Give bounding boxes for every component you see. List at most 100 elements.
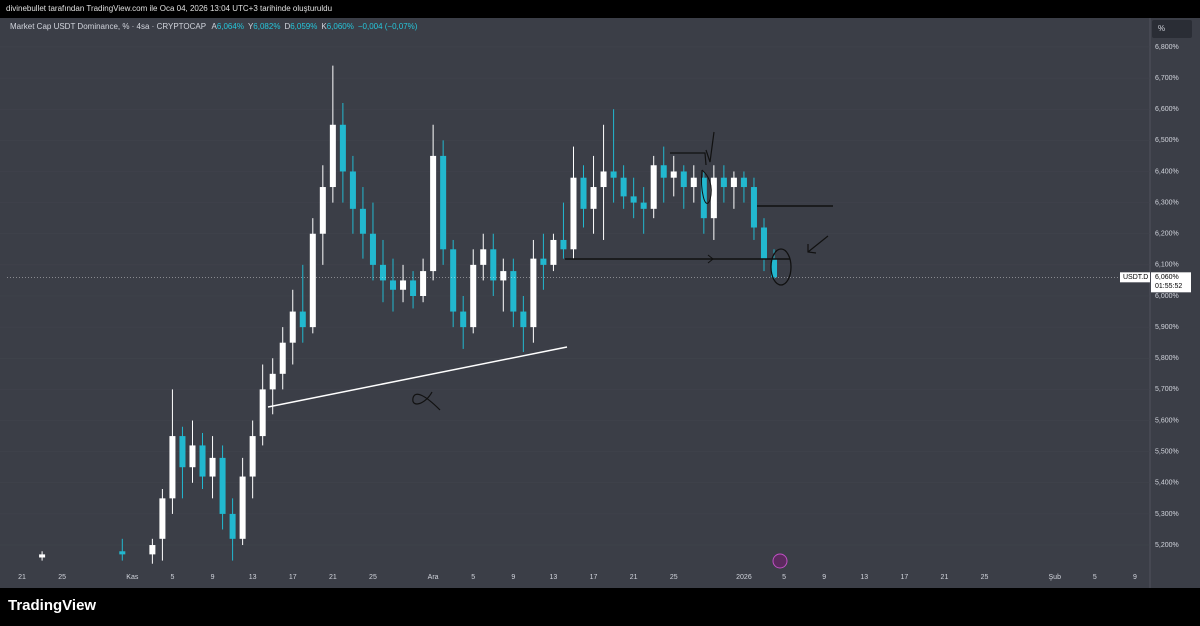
- candle: [179, 426, 186, 499]
- candle: [540, 233, 547, 290]
- candle-body: [760, 227, 767, 259]
- legend-value: 6,082%: [253, 22, 280, 31]
- y-tick-label: 5,700%: [1155, 386, 1179, 393]
- x-tick-label: Ara: [428, 574, 439, 581]
- countdown: 01:55:52: [1155, 283, 1182, 290]
- legend-key: D: [284, 22, 290, 31]
- candle-body: [359, 208, 366, 234]
- candle-body: [750, 187, 757, 228]
- candle-body: [680, 171, 687, 188]
- y-tick-label: 6,500%: [1155, 137, 1179, 144]
- candle: [620, 165, 627, 209]
- candle-body: [349, 171, 356, 209]
- circle-mark: [770, 248, 792, 286]
- x-tick-label: 25: [981, 574, 989, 581]
- y-tick-label: 5,200%: [1155, 542, 1179, 549]
- candle-body: [179, 436, 186, 468]
- candle: [440, 140, 447, 265]
- candle: [239, 457, 246, 546]
- x-tick-label: 21: [18, 574, 26, 581]
- candle-body: [239, 476, 246, 539]
- candle: [309, 218, 316, 334]
- legend-symbol: Market Cap USDT Dominance, % · 4sa · CRY…: [10, 22, 206, 31]
- drawings: [267, 131, 833, 569]
- candle: [189, 420, 196, 483]
- legend-key: A: [211, 22, 217, 31]
- candle-body: [450, 249, 457, 312]
- candle-body: [219, 457, 226, 514]
- candle-body: [279, 342, 286, 374]
- x-tick-label: 9: [211, 574, 215, 581]
- candle: [369, 202, 376, 281]
- logo: TradingView: [8, 597, 96, 614]
- y-tick-label: 6,000%: [1155, 293, 1179, 300]
- y-tick-label: 6,400%: [1155, 168, 1179, 175]
- candle-body: [329, 124, 336, 188]
- candle-body: [540, 258, 547, 265]
- candle: [470, 249, 477, 334]
- candle: [490, 233, 497, 296]
- legend-value: 6,064%: [217, 22, 244, 31]
- legend-change: −0,004 (−0,07%): [358, 22, 418, 31]
- candle: [329, 65, 336, 203]
- candle-body: [229, 513, 236, 539]
- legend-key: Y: [248, 22, 254, 31]
- candle-body: [189, 445, 196, 468]
- candle: [560, 202, 567, 259]
- event-icon: [772, 553, 788, 569]
- candle: [299, 264, 306, 343]
- candle: [450, 239, 457, 328]
- x-tick-label: 5: [1093, 574, 1097, 581]
- legend-key: K: [321, 22, 327, 31]
- candle: [420, 258, 427, 303]
- candle-body: [430, 155, 437, 272]
- x-tick-label: 17: [590, 574, 598, 581]
- x-tick-label: 17: [289, 574, 297, 581]
- candle-body: [460, 311, 467, 328]
- x-tick-label: 5: [782, 574, 786, 581]
- x-tick-label: Kas: [126, 574, 139, 581]
- candle: [720, 165, 727, 203]
- candle-body: [560, 239, 567, 250]
- y-tick-label: 6,300%: [1155, 199, 1179, 206]
- last-price-box: [1151, 272, 1191, 293]
- candle-body: [309, 233, 316, 328]
- candle-body: [480, 249, 487, 265]
- candle: [289, 289, 296, 365]
- candle: [390, 258, 397, 312]
- candle: [359, 187, 366, 259]
- candle: [730, 171, 737, 209]
- candle: [640, 187, 647, 234]
- candle: [500, 258, 507, 312]
- candle: [379, 239, 386, 303]
- candle: [249, 420, 256, 499]
- candle-body: [149, 545, 156, 555]
- x-tick-label: 9: [511, 574, 515, 581]
- candle-body: [39, 554, 46, 558]
- candle: [259, 364, 266, 446]
- x-tick-label: 9: [1133, 574, 1137, 581]
- candle-body: [600, 171, 607, 188]
- y-tick-label: 6,200%: [1155, 231, 1179, 238]
- candle: [520, 295, 527, 353]
- candle-body: [640, 202, 647, 209]
- y-tick-label: 5,900%: [1155, 324, 1179, 331]
- last-price-label: 6,060%: [1155, 274, 1179, 281]
- y-tick-label: 6,700%: [1155, 75, 1179, 82]
- candle-body: [550, 239, 557, 265]
- candle: [430, 124, 437, 281]
- candle: [710, 165, 717, 240]
- candle-body: [369, 233, 376, 265]
- unit-label: %: [1158, 24, 1165, 33]
- x-tick-label: 13: [860, 574, 868, 581]
- candle: [650, 155, 657, 219]
- candle: [149, 538, 156, 564]
- candle-body: [390, 280, 397, 290]
- x-tick-label: 13: [550, 574, 558, 581]
- candle-body: [650, 165, 657, 209]
- candle-body: [289, 311, 296, 343]
- y-tick-label: 5,800%: [1155, 355, 1179, 362]
- candle-body: [710, 177, 717, 219]
- candle-body: [470, 264, 477, 328]
